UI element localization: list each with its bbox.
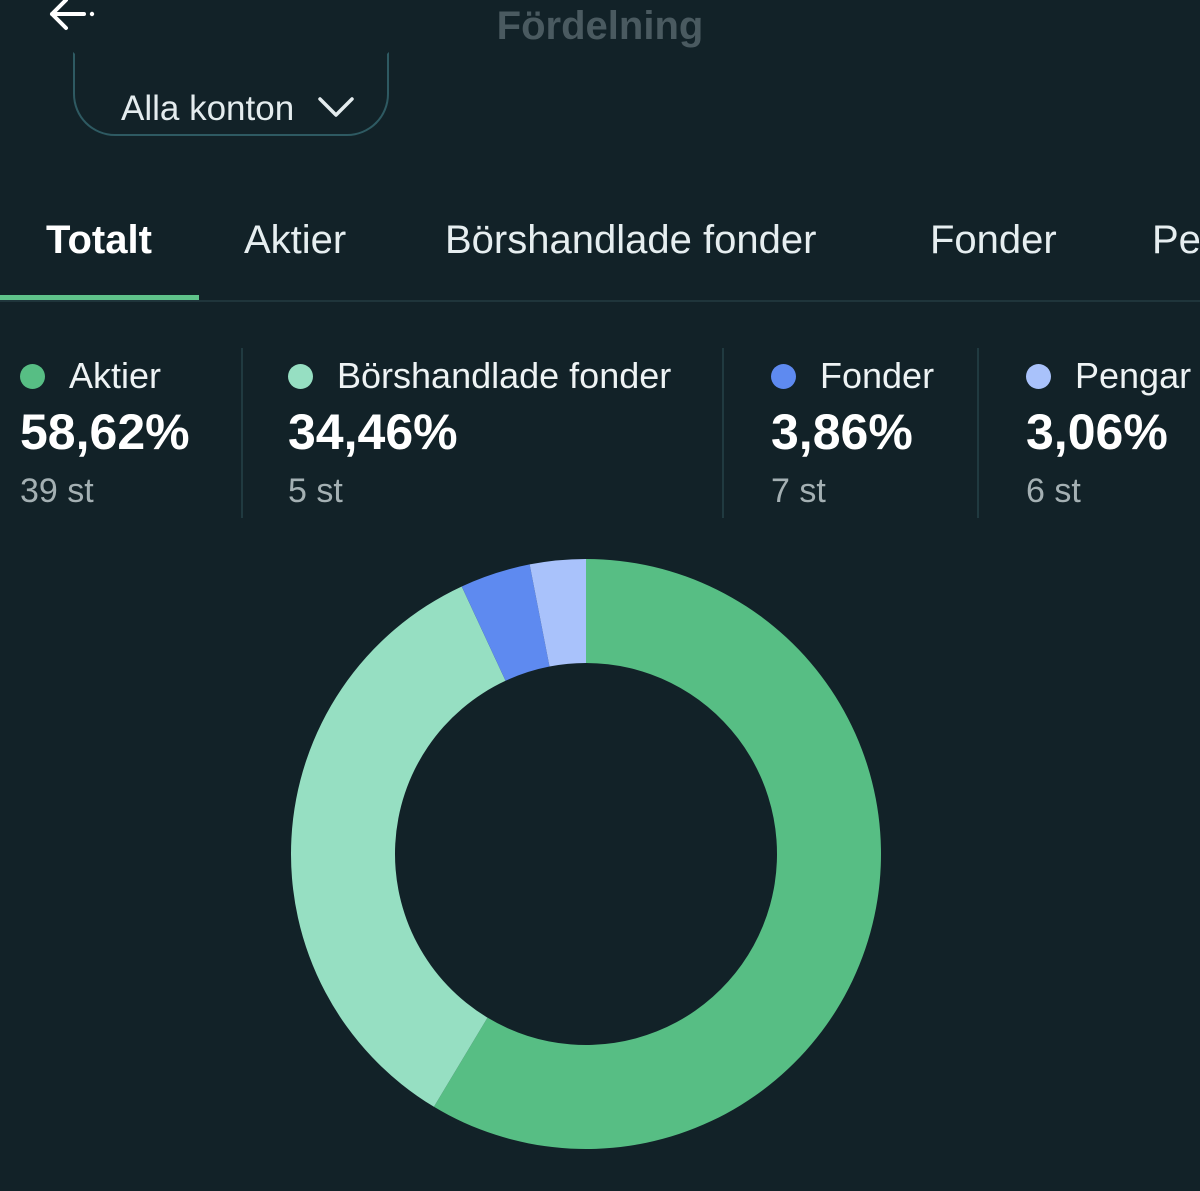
legend-dot [771,363,796,389]
legend-percent: 3,86% [771,404,913,460]
legend-name: Börshandlade fonder [337,355,672,396]
legend-divider [722,348,724,518]
donut-slice-b-rshandlade-fonder[interactable] [290,586,506,1107]
tab-borshandlade-fonder[interactable]: Börshandlade fonder [445,217,817,262]
legend-item-fonder[interactable]: Fonder 3,86% 7 st [771,348,934,518]
legend-count: 5 st [288,472,343,510]
page-title: Fördelning [496,4,704,48]
account-selector-label: Alla konton [121,89,295,128]
legend-percent: 3,06% [1026,404,1168,460]
legend-item-borshandlade-fonder[interactable]: Börshandlade fonder 34,46% 5 st [288,348,671,518]
tab-fonder[interactable]: Fonder [930,217,1057,262]
allocation-donut-chart [290,559,881,1149]
legend-divider [977,348,979,518]
donut-slice-fonder[interactable] [461,564,550,681]
legend-name: Pengar [1075,355,1192,396]
legend-name: Aktier [69,355,162,396]
tab-aktier[interactable]: Aktier [244,217,347,262]
legend-item-pengar[interactable]: Pengar 3,06% 6 st [1026,348,1191,518]
legend-dot [1026,363,1051,389]
chevron-down-icon [318,96,354,123]
legend-item-aktier[interactable]: Aktier 58,62% 39 st [20,348,190,518]
category-tabs: Totalt Aktier Börshandlade fonder Fonder… [0,180,1200,302]
account-selector[interactable]: Alla konton [73,52,389,136]
legend-count: 7 st [771,472,826,510]
arrow-left-icon [50,0,95,30]
tab-pengar[interactable]: Pe [1152,217,1200,262]
donut-slice-aktier[interactable] [433,559,881,1149]
allocation-legend: Aktier 58,62% 39 st Börshandlade fonder … [0,348,1200,518]
legend-divider [241,348,243,518]
legend-percent: 58,62% [20,404,190,460]
back-button[interactable] [40,0,104,36]
legend-dot [288,363,313,389]
donut-slice-pengar[interactable] [529,559,586,667]
tab-totalt[interactable]: Totalt [46,217,152,262]
legend-count: 6 st [1026,472,1081,510]
legend-dot [20,363,45,389]
legend-percent: 34,46% [288,404,458,460]
legend-count: 39 st [20,472,94,510]
donut-chart-svg [290,559,881,1149]
active-tab-indicator [0,295,199,300]
legend-name: Fonder [820,355,935,396]
